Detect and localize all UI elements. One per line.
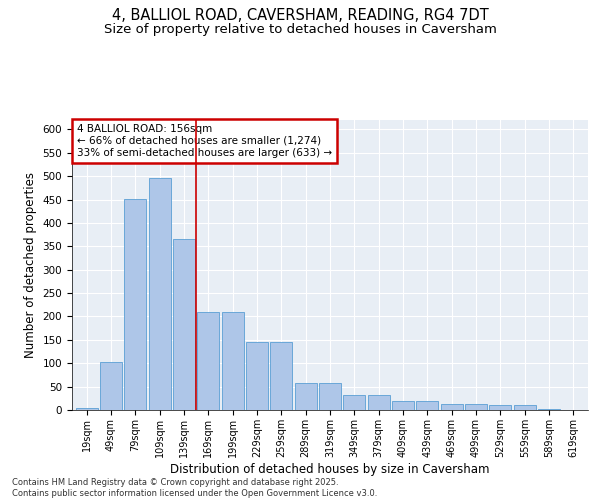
Text: 4, BALLIOL ROAD, CAVERSHAM, READING, RG4 7DT: 4, BALLIOL ROAD, CAVERSHAM, READING, RG4… [112, 8, 488, 22]
Bar [197, 312, 219, 410]
Bar [416, 400, 439, 410]
Bar [124, 198, 146, 410]
Bar [465, 404, 487, 410]
Bar [221, 312, 244, 410]
Y-axis label: Number of detached properties: Number of detached properties [24, 172, 37, 358]
Bar [514, 406, 536, 410]
Bar [441, 404, 463, 410]
Bar [246, 342, 268, 410]
Bar [343, 395, 365, 410]
Bar [100, 362, 122, 410]
Text: 4 BALLIOL ROAD: 156sqm
← 66% of detached houses are smaller (1,274)
33% of semi-: 4 BALLIOL ROAD: 156sqm ← 66% of detached… [77, 124, 332, 158]
X-axis label: Distribution of detached houses by size in Caversham: Distribution of detached houses by size … [170, 462, 490, 475]
Bar [149, 178, 170, 410]
Bar [392, 400, 414, 410]
Bar [490, 406, 511, 410]
Bar [76, 408, 98, 410]
Bar [319, 384, 341, 410]
Bar [271, 342, 292, 410]
Bar [295, 384, 317, 410]
Text: Contains HM Land Registry data © Crown copyright and database right 2025.
Contai: Contains HM Land Registry data © Crown c… [12, 478, 377, 498]
Bar [173, 240, 195, 410]
Bar [538, 408, 560, 410]
Bar [368, 395, 389, 410]
Text: Size of property relative to detached houses in Caversham: Size of property relative to detached ho… [104, 22, 496, 36]
